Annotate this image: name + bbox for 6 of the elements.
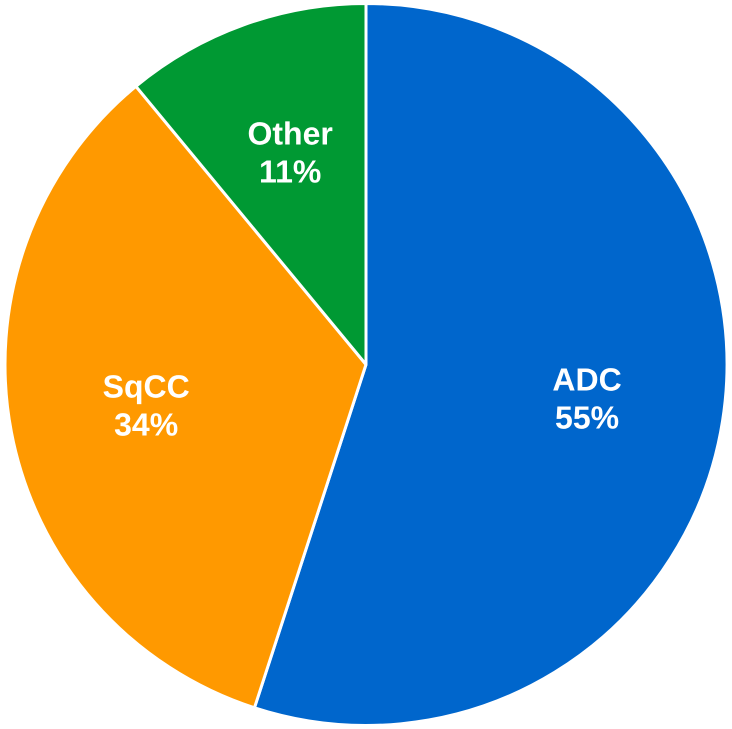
data-label: 34%: [114, 406, 178, 442]
slice-label: ADC: [552, 361, 622, 398]
data-label: 11%: [259, 154, 322, 190]
slice-label: Other: [248, 116, 333, 152]
data-label: 55%: [555, 399, 620, 436]
slice-label: SqCC: [102, 368, 190, 404]
